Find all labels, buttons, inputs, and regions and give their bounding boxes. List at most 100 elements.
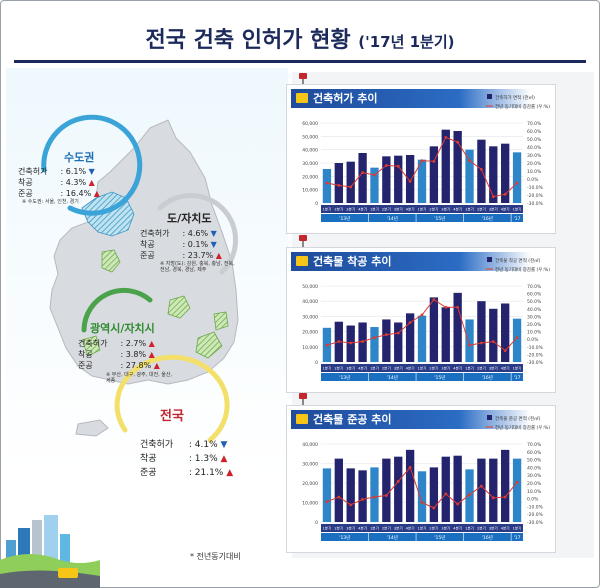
chart-permit: 건축허가 면적 (천㎡) 전년 동기대비 증감률 (우:%) 0 10,000 20,0… — [302, 94, 550, 222]
stat-separator: : — [180, 240, 188, 249]
stat-separator: : — [58, 178, 66, 187]
year-band — [321, 533, 523, 541]
y2-tick-label: 0.0% — [527, 337, 539, 343]
x-tick-label: 4분기 — [358, 366, 367, 371]
rate-point — [408, 180, 412, 183]
stat-separator: : — [118, 361, 126, 370]
x-tick-label: 2분기 — [477, 366, 486, 371]
rate-point — [480, 341, 483, 345]
year-label: '14년 — [387, 534, 398, 541]
year-label: '17 — [514, 375, 521, 381]
rate-point — [408, 321, 412, 324]
rate-point — [337, 340, 341, 343]
bar — [453, 292, 462, 362]
bar — [334, 458, 343, 522]
stat-separator: : — [58, 167, 66, 176]
x-tick-label: 2분기 — [477, 207, 486, 212]
y2-tick-label: 20.0% — [527, 481, 542, 487]
legend-swatch-bars — [487, 415, 492, 420]
x-tick-label: 2분기 — [334, 526, 343, 531]
legend-label-line: 전년 동기대비 증감률 (우:%) — [495, 266, 550, 273]
jeju-island — [75, 419, 109, 437]
rate-point — [503, 495, 507, 499]
bar — [512, 458, 522, 522]
stat-row: 건축허가 : 4.1% ▼ — [140, 438, 233, 452]
x-tick-label: 2분기 — [382, 207, 391, 212]
bar — [489, 146, 498, 203]
y-tick-label: 30,000 — [302, 462, 318, 468]
stat-separator: : — [118, 339, 126, 348]
stat-label: 준공 — [18, 189, 33, 198]
title-underline — [14, 60, 586, 63]
page-title: 전국 건축 인허가 현황 ('17년 1분기) — [145, 28, 455, 53]
year-label: '15년 — [434, 534, 445, 541]
arrow-down-icon: ▼ — [217, 440, 228, 450]
x-tick-label: 4분기 — [358, 526, 367, 531]
year-label: '13년 — [339, 374, 350, 381]
y2-tick-label: -10.0% — [527, 504, 544, 510]
bar — [417, 471, 427, 522]
arrow-up-icon: ▲ — [86, 178, 95, 187]
year-label: '14년 — [387, 374, 398, 381]
stat-label: 준공 — [78, 361, 93, 370]
y-tick-label: 40,000 — [302, 299, 318, 305]
bar — [394, 322, 403, 362]
y-tick-label: 10,000 — [302, 345, 318, 351]
x-tick-label: 3분기 — [394, 207, 403, 212]
y-tick-label: 50,000 — [302, 134, 318, 140]
stat-value: 0.1% — [187, 240, 209, 249]
x-tick-label: 2분기 — [429, 207, 438, 212]
bar — [405, 313, 415, 362]
stat-row: 준공 : 23.7% ▲ — [140, 250, 222, 261]
city-skyline-illustration — [0, 515, 100, 588]
x-tick-label: 2분기 — [382, 526, 391, 531]
x-tick-label: 4분기 — [406, 207, 415, 212]
legend-swatch-bars — [487, 94, 492, 99]
metro-ulsan — [213, 311, 229, 331]
y2-tick-label: -20.0% — [527, 512, 544, 518]
bar — [394, 155, 403, 203]
region-stats-metro: 건축허가 : 2.7% ▲ 착공 : 3.8% ▲ 준공 : 27.8% ▲ — [78, 338, 160, 371]
category-band — [321, 524, 523, 532]
x-tick-label: 4분기 — [501, 207, 510, 212]
arrow-up-icon: ▲ — [217, 454, 228, 464]
arrow-down-icon: ▼ — [208, 229, 217, 238]
bar — [358, 470, 367, 522]
rate-point — [420, 313, 424, 317]
y-tick-label: 40,000 — [302, 442, 318, 448]
chart-title-permit: 건축허가 추이 — [291, 89, 531, 108]
bar — [370, 327, 379, 362]
category-band — [321, 364, 523, 372]
region-title-province: 도/자치도 — [167, 212, 212, 225]
y-tick-label: 30,000 — [302, 314, 318, 320]
x-tick-label: 3분기 — [489, 207, 498, 212]
stat-value: 6.1% — [65, 167, 87, 176]
y2-tick-label: 30.0% — [527, 153, 542, 159]
chart-card-permit: 건축허가 추이 건축허가 면적 (천㎡) 전년 동기대비 증감률 (우:%) 0 10… — [286, 84, 556, 234]
rate-point — [468, 493, 471, 497]
stat-row: 착공 : 4.3% ▲ — [18, 177, 100, 188]
bar — [358, 153, 367, 203]
x-tick-label: 4분기 — [453, 526, 462, 531]
arrow-up-icon: ▲ — [146, 350, 155, 359]
stat-separator: : — [186, 468, 195, 478]
y-tick-label: 10,000 — [302, 188, 318, 194]
y2-tick-label: 50.0% — [527, 299, 542, 305]
region-note-capital: ※ 수도권: 서울, 인천, 경기 — [22, 199, 79, 205]
arrow-down-icon: ▼ — [208, 240, 217, 249]
stat-value: 2.7% — [125, 339, 147, 348]
bar — [382, 458, 391, 522]
rate-point — [468, 343, 471, 347]
rate-point — [396, 331, 400, 335]
y2-tick-label: 0.0% — [527, 497, 539, 503]
stat-separator: : — [180, 251, 188, 260]
x-tick-label: 1분기 — [370, 366, 379, 371]
chart-title-complete: 건축물 준공 추이 — [291, 410, 531, 429]
y2-tick-label: 60.0% — [527, 450, 542, 456]
x-tick-label: 4분기 — [406, 526, 415, 531]
rate-point — [456, 305, 460, 309]
x-tick-label: 1분기 — [465, 207, 474, 212]
x-tick-label: 2분기 — [477, 526, 486, 531]
rate-point — [361, 171, 364, 174]
y-tick-label: 20,000 — [302, 174, 318, 180]
